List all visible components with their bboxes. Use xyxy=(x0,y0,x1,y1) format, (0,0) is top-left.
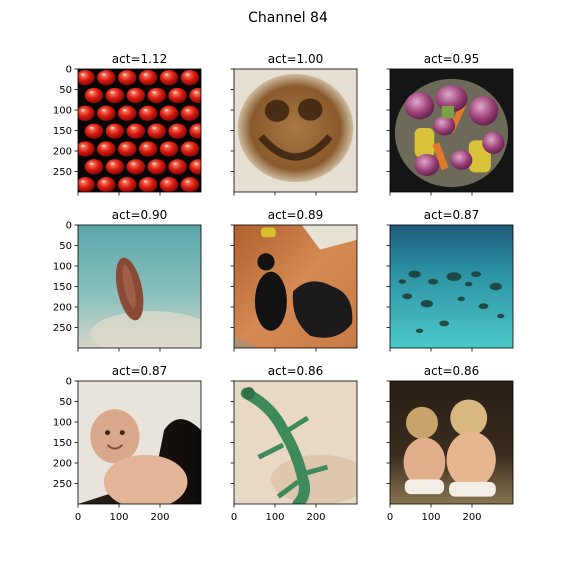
y-tick-label: 150 xyxy=(53,282,72,293)
x-tick-label: 0 xyxy=(387,512,393,523)
panel-title: act=0.86 xyxy=(268,364,323,378)
y-tick-label: 100 xyxy=(53,106,72,117)
y-tick-label: 200 xyxy=(53,147,72,158)
panel-2: act=1.00 xyxy=(230,52,358,196)
x-tick-label: 200 xyxy=(306,512,325,523)
figure-title: Channel 84 xyxy=(248,10,328,26)
panel-7: act=0.87 0 50 100 150 200 250 0 100 200 xyxy=(53,364,202,523)
panel-image xyxy=(390,69,513,192)
panel-title: act=1.00 xyxy=(268,52,323,66)
panel-image xyxy=(234,69,357,192)
panel-image xyxy=(78,381,201,505)
y-tick-label: 250 xyxy=(53,479,72,490)
y-tick-label: 50 xyxy=(59,241,72,252)
panel-5: act=0.89 xyxy=(230,208,358,352)
panel-title: act=0.87 xyxy=(112,364,167,378)
panel-image xyxy=(390,225,513,348)
x-tick-label: 0 xyxy=(231,512,237,523)
panel-image xyxy=(390,381,513,504)
y-tick-label: 200 xyxy=(53,303,72,314)
panel-title: act=0.87 xyxy=(424,208,479,222)
panel-9: act=0.86 0 100 200 xyxy=(386,364,514,523)
panel-image xyxy=(78,225,202,349)
y-tick-label: 250 xyxy=(53,167,72,178)
panel-image xyxy=(78,69,202,193)
y-tick-label: 50 xyxy=(59,85,72,96)
panel-8: act=0.86 0 100 200 xyxy=(230,364,358,523)
y-tick-label: 150 xyxy=(53,126,72,137)
x-tick-label: 0 xyxy=(75,512,81,523)
y-tick-label: 50 xyxy=(59,397,72,408)
panel-4: act=0.90 0 50 100 150 200 250 xyxy=(53,208,202,352)
x-tick-label: 100 xyxy=(421,512,440,523)
panel-title: act=0.86 xyxy=(424,364,479,378)
panel-6: act=0.87 xyxy=(386,208,514,352)
panel-image xyxy=(234,381,358,505)
y-tick-label: 0 xyxy=(66,221,72,232)
panel-image xyxy=(234,225,357,348)
y-tick-label: 150 xyxy=(53,438,72,449)
y-tick-label: 0 xyxy=(66,377,72,388)
y-tick-label: 0 xyxy=(66,65,72,76)
panel-title: act=0.95 xyxy=(424,52,479,66)
x-tick-label: 100 xyxy=(265,512,284,523)
panel-3: act=0.95 xyxy=(386,52,514,196)
panel-grid: act=1.12 0 50 100 150 200 250 act=1.00 act=0.95 a… xyxy=(53,52,514,523)
x-tick-label: 200 xyxy=(150,512,169,523)
panel-1: act=1.12 0 50 100 150 200 250 xyxy=(53,52,202,196)
x-tick-label: 100 xyxy=(109,512,128,523)
panel-title: act=1.12 xyxy=(112,52,167,66)
x-tick-label: 200 xyxy=(462,512,481,523)
panel-title: act=0.89 xyxy=(268,208,323,222)
y-tick-label: 250 xyxy=(53,323,72,334)
y-tick-label: 200 xyxy=(53,459,72,470)
panel-title: act=0.90 xyxy=(112,208,167,222)
y-tick-label: 100 xyxy=(53,418,72,429)
y-tick-label: 100 xyxy=(53,262,72,273)
